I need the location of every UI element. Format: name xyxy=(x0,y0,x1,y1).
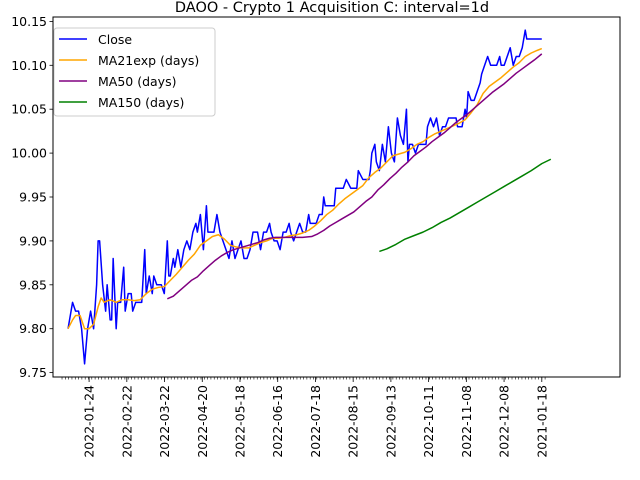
y-tick-label: 9.90 xyxy=(19,233,47,248)
series-line-ma50 xyxy=(166,53,543,300)
y-tick-label: 10.10 xyxy=(11,58,47,73)
x-tick-label: 2022-02-22 xyxy=(119,385,134,458)
x-tick-label: 2021-01-18 xyxy=(534,385,549,458)
legend: Close MA21exp (days) MA50 (days) MA150 (… xyxy=(53,27,216,117)
legend-label-ma150: MA150 (days) xyxy=(98,95,184,110)
series-line-ma150 xyxy=(379,158,552,253)
series-layer xyxy=(67,29,552,365)
y-tick-label: 9.75 xyxy=(19,365,47,380)
x-tick-label: 2022-06-16 xyxy=(270,385,285,458)
y-tick-label: 9.95 xyxy=(19,190,47,205)
x-tick-label: 2022-08-15 xyxy=(346,385,361,458)
series-line-ma21exp xyxy=(67,47,543,330)
x-tick-label: 2022-12-08 xyxy=(497,385,512,458)
y-axis: 9.75 9.80 9.85 9.90 9.95 10.00 10.05 10.10 10.15 xyxy=(11,14,53,380)
x-tick-label: 2022-01-24 xyxy=(82,385,97,458)
x-tick-label: 2022-09-13 xyxy=(383,385,398,458)
y-tick-label: 10.05 xyxy=(11,102,47,117)
legend-label-ma21exp: MA21exp (days) xyxy=(98,53,199,68)
plot-area xyxy=(52,16,621,378)
y-tick-label: 10.15 xyxy=(11,14,47,29)
x-tick-label: 2022-11-08 xyxy=(459,385,474,458)
y-tick-label: 10.00 xyxy=(11,146,47,161)
x-tick-label: 2022-10-11 xyxy=(421,385,436,458)
series-line-close xyxy=(67,29,542,365)
legend-label-close: Close xyxy=(98,32,132,47)
x-axis: 2022-01-24 2022-02-22 2022-03-22 2022-04-20… xyxy=(61,377,549,458)
x-tick-label: 2022-07-18 xyxy=(308,385,323,458)
x-tick-label: 2022-05-18 xyxy=(232,385,247,458)
legend-label-ma50: MA50 (days) xyxy=(98,74,176,89)
y-tick-label: 9.80 xyxy=(19,321,47,336)
y-tick-label: 9.85 xyxy=(19,277,47,292)
chart-title: DAOO - Crypto 1 Acquisition C: interval=… xyxy=(175,0,489,16)
x-tick-label: 2022-04-20 xyxy=(195,385,210,458)
legend-box xyxy=(53,27,216,117)
x-tick-label: 2022-03-22 xyxy=(157,385,172,458)
